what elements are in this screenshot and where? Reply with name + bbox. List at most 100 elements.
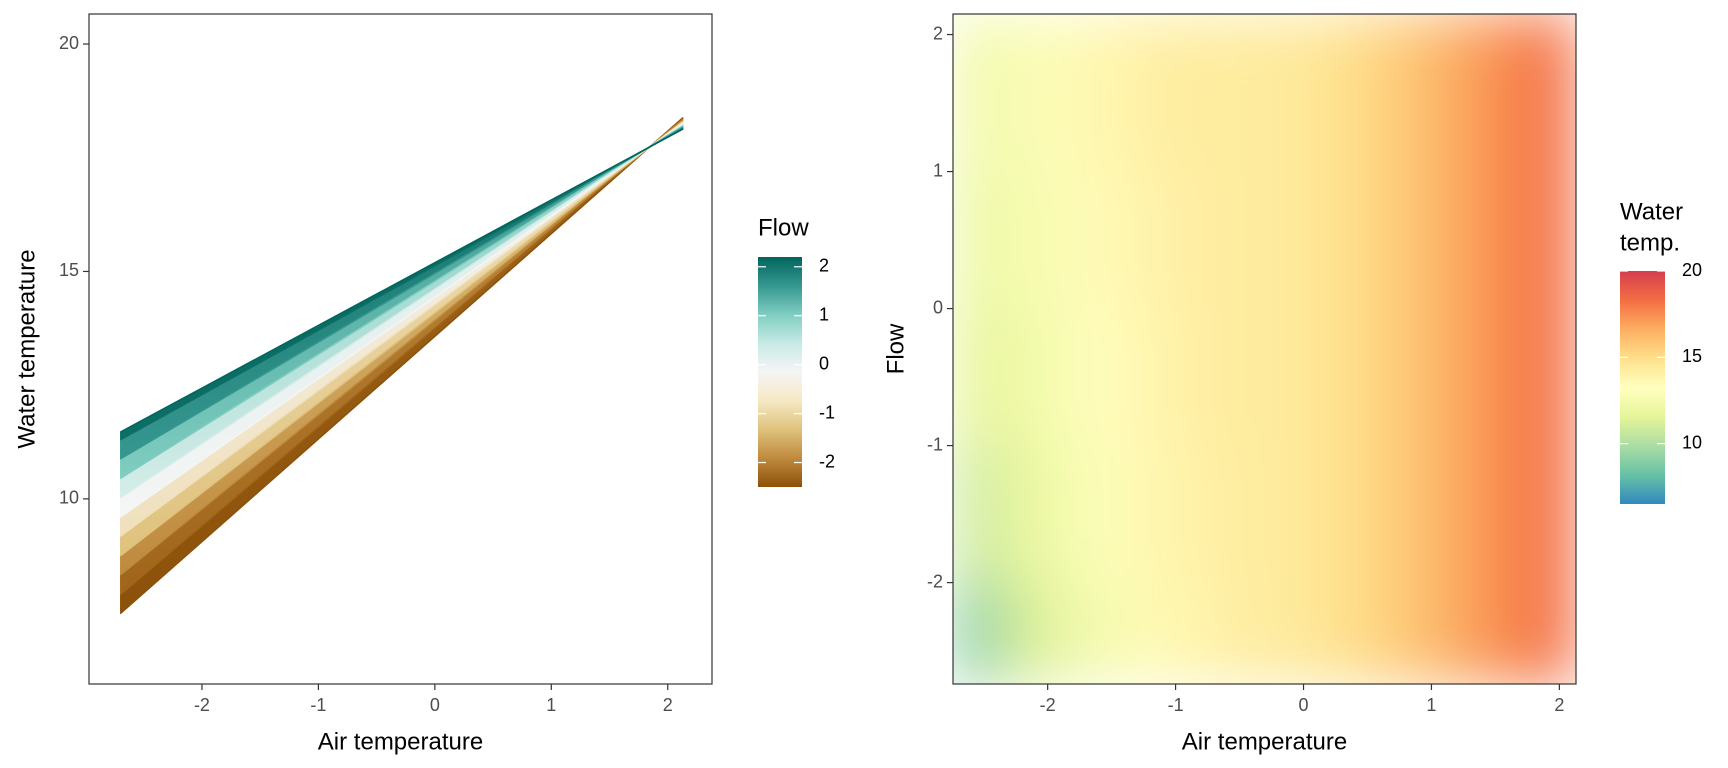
- heat-cell: [1002, 582, 1068, 684]
- y-tick-label: 10: [59, 488, 79, 508]
- y-tick-label: 1: [933, 160, 943, 180]
- heat-cell: [1514, 14, 1576, 173]
- colorbar: [758, 257, 802, 487]
- heat-cell: [1258, 171, 1324, 310]
- y-tick-label: 0: [933, 297, 943, 317]
- heat-cell: [953, 308, 1004, 447]
- heat-cell: [1386, 308, 1452, 447]
- flow-line: [120, 125, 684, 480]
- x-tick-label: -1: [310, 695, 326, 715]
- heat-cell: [1258, 14, 1324, 173]
- heat-cell: [1322, 308, 1388, 447]
- legend-label: 20: [1682, 260, 1702, 280]
- heat-cell: [1322, 582, 1388, 684]
- heat-cell: [1130, 582, 1196, 684]
- heatmap: [953, 14, 1576, 684]
- heat-cell: [1194, 14, 1260, 173]
- flow-line: [119, 117, 684, 615]
- flow-line: [120, 124, 684, 499]
- x-tick-label: 0: [1299, 695, 1309, 715]
- legend-label: 1: [819, 304, 829, 324]
- heat-cell: [1194, 445, 1260, 584]
- heat-cell: [1386, 14, 1452, 173]
- legend-label: -2: [819, 451, 835, 471]
- heat-cell: [1386, 582, 1452, 684]
- x-tick-label: 1: [1426, 695, 1436, 715]
- heat-cell: [1386, 445, 1452, 584]
- y-tick-label: 2: [933, 23, 943, 43]
- heat-cell: [953, 171, 1004, 310]
- x-tick-label: -1: [1168, 695, 1184, 715]
- heat-cell: [1066, 445, 1132, 584]
- legend-label: 15: [1682, 346, 1702, 366]
- heat-cell: [1066, 14, 1132, 173]
- heat-cell: [1258, 582, 1324, 684]
- heat-cell: [1130, 308, 1196, 447]
- heat-cell: [1130, 14, 1196, 173]
- heat-cell: [1002, 445, 1068, 584]
- heat-cell: [1066, 308, 1132, 447]
- colorbar: [1620, 271, 1665, 504]
- heat-cell: [1194, 171, 1260, 310]
- heat-cell: [1514, 171, 1576, 310]
- legend-title: Flow: [758, 214, 809, 241]
- x-tick-label: 2: [663, 695, 673, 715]
- heat-cell: [953, 582, 1004, 684]
- heat-cell: [1002, 14, 1068, 173]
- flow-line: [119, 121, 684, 537]
- flow-line: [120, 126, 684, 460]
- legend-title: Water: [1620, 198, 1683, 225]
- heat-cell: [1514, 308, 1576, 447]
- y-tick-label: -1: [927, 434, 943, 454]
- y-axis-title: Flow: [882, 323, 909, 374]
- heat-cell: [1002, 171, 1068, 310]
- heat-cell: [1066, 171, 1132, 310]
- heat-cell: [1258, 308, 1324, 447]
- flow-line: [120, 127, 684, 441]
- heat-cell: [1450, 582, 1516, 684]
- heat-cell: [1450, 445, 1516, 584]
- heat-cell: [1322, 445, 1388, 584]
- y-tick-label: -2: [927, 571, 943, 591]
- panel-border: [88, 13, 713, 685]
- heat-cell: [1450, 308, 1516, 447]
- heat-cell: [1130, 171, 1196, 310]
- heat-cell: [1386, 171, 1452, 310]
- heat-cell: [1450, 14, 1516, 173]
- flow-line: [120, 123, 684, 518]
- x-axis-title: Air temperature: [318, 728, 483, 755]
- heatmap-cells: [953, 14, 1576, 684]
- y-tick-label: 20: [59, 33, 79, 53]
- flow-line: [119, 118, 684, 595]
- heat-cell: [953, 445, 1004, 584]
- x-tick-label: 0: [430, 695, 440, 715]
- x-tick-label: 2: [1554, 695, 1564, 715]
- flow-line: [120, 128, 684, 433]
- y-axis-title: Water temperature: [13, 249, 40, 448]
- legend-label: 2: [819, 256, 829, 276]
- x-tick-label: 1: [546, 695, 556, 715]
- heat-cell: [1130, 445, 1196, 584]
- flow-line: [119, 120, 684, 557]
- heat-cell: [1066, 582, 1132, 684]
- heat-cell: [1322, 14, 1388, 173]
- legend-label: 0: [819, 353, 829, 373]
- heat-cell: [1514, 582, 1576, 684]
- legend-title: temp.: [1620, 229, 1680, 256]
- heat-cell: [953, 14, 1004, 173]
- y-tick-label: 15: [59, 260, 79, 280]
- flow-line: [119, 119, 684, 576]
- heat-cell: [1322, 171, 1388, 310]
- heat-cell: [1514, 445, 1576, 584]
- x-tick-label: -2: [194, 695, 210, 715]
- plot-marks: [119, 116, 684, 615]
- heat-cell: [1194, 308, 1260, 447]
- heat-cell: [1258, 445, 1324, 584]
- heat-cell: [1002, 308, 1068, 447]
- legend-label: -1: [819, 402, 835, 422]
- x-tick-label: -2: [1040, 695, 1056, 715]
- heat-cell: [1194, 582, 1260, 684]
- panel-border: [952, 13, 1577, 685]
- legend-label: 10: [1682, 432, 1702, 452]
